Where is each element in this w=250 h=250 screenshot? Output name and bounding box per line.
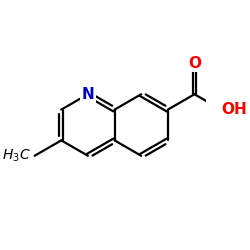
Text: N: N [82, 87, 94, 102]
Text: O: O [188, 56, 201, 71]
Text: OH: OH [221, 102, 247, 117]
Text: $H_3C$: $H_3C$ [2, 148, 31, 164]
